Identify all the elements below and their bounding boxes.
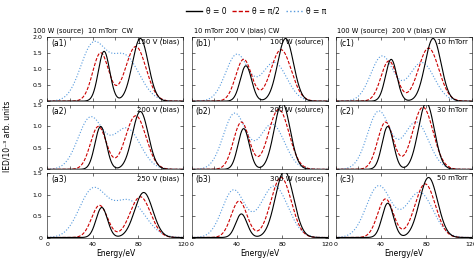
Text: (b3): (b3) <box>196 175 211 184</box>
Text: 30 mTorr: 30 mTorr <box>437 107 467 113</box>
Text: IED/10⁻³ arb. units: IED/10⁻³ arb. units <box>2 101 11 172</box>
Text: 100 W (source)  10 mTorr  CW: 100 W (source) 10 mTorr CW <box>33 28 133 34</box>
Text: (a2): (a2) <box>52 107 67 116</box>
X-axis label: Energy/eV: Energy/eV <box>384 249 423 258</box>
Text: 100 W (source)  200 V (bias) CW: 100 W (source) 200 V (bias) CW <box>337 28 446 34</box>
Text: (a3): (a3) <box>52 175 67 184</box>
Text: (c1): (c1) <box>340 39 355 48</box>
Text: 250 V (bias): 250 V (bias) <box>137 175 179 182</box>
Text: 10 mTorr: 10 mTorr <box>437 39 467 45</box>
Legend: θ = 0, θ = π/2, θ = π: θ = 0, θ = π/2, θ = π <box>182 4 329 19</box>
Text: 50 mTorr: 50 mTorr <box>437 175 467 181</box>
X-axis label: Energy/eV: Energy/eV <box>240 249 279 258</box>
Text: 150 V (bias): 150 V (bias) <box>137 39 179 45</box>
Text: 200 W (source): 200 W (source) <box>270 107 323 114</box>
Text: (a1): (a1) <box>52 39 67 48</box>
Text: 10 mTorr 200 V (bias) CW: 10 mTorr 200 V (bias) CW <box>194 28 280 34</box>
X-axis label: Energy/eV: Energy/eV <box>96 249 135 258</box>
Text: (b1): (b1) <box>196 39 211 48</box>
Text: 300 W (source): 300 W (source) <box>270 175 323 182</box>
Text: (b2): (b2) <box>196 107 211 116</box>
Text: (c3): (c3) <box>340 175 355 184</box>
Text: 200 V (bias): 200 V (bias) <box>137 107 179 114</box>
Text: 100 W (source): 100 W (source) <box>270 39 323 45</box>
Text: (c2): (c2) <box>340 107 355 116</box>
